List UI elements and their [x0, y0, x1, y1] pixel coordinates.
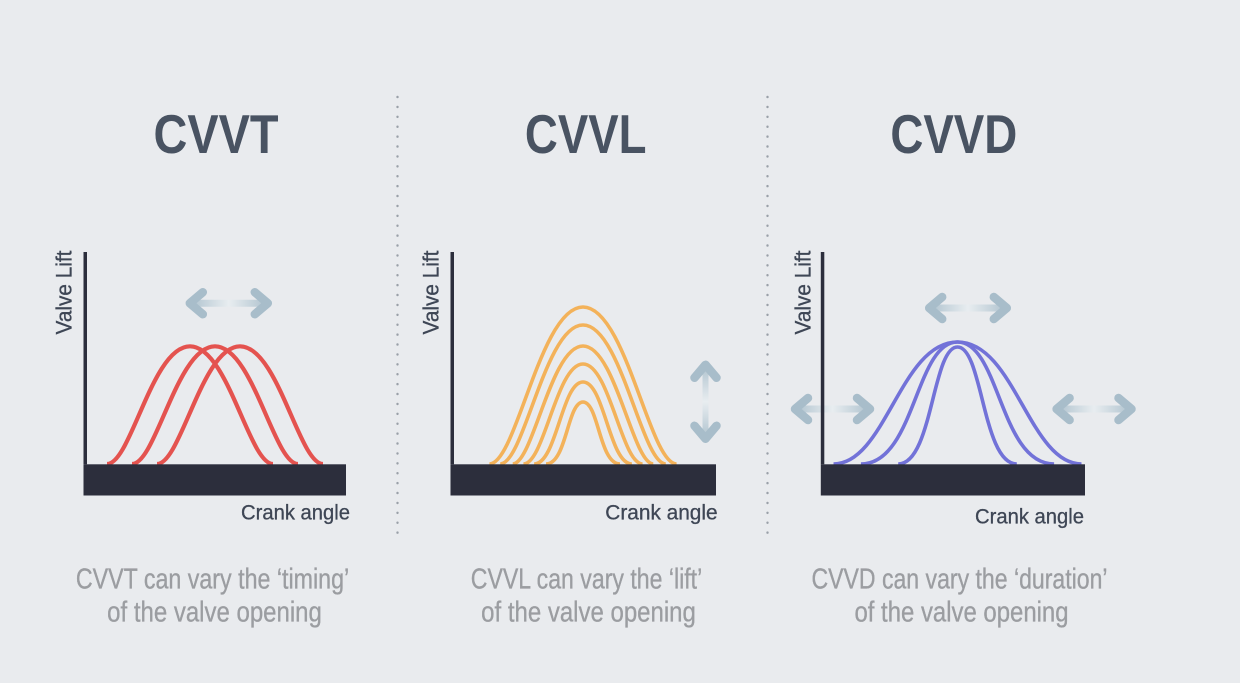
svg-text:CVVL: CVVL [525, 103, 647, 165]
svg-text:Valve Lift: Valve Lift [419, 251, 444, 335]
svg-text:Crank angle: Crank angle [605, 501, 717, 524]
svg-text:of the valve opening: of the valve opening [107, 596, 322, 629]
svg-text:of the valve opening: of the valve opening [481, 596, 696, 629]
svg-text:CVVT: CVVT [154, 104, 279, 165]
svg-text:CVVD: CVVD [890, 103, 1017, 165]
svg-text:Valve Lift: Valve Lift [791, 251, 816, 335]
svg-text:Crank angle: Crank angle [241, 501, 350, 525]
svg-text:Valve Lift: Valve Lift [52, 251, 77, 335]
svg-text:CVVD can vary the ‘duration’: CVVD can vary the ‘duration’ [811, 562, 1107, 595]
svg-text:CVVT can vary the ‘timing’: CVVT can vary the ‘timing’ [76, 562, 349, 595]
svg-text:CVVL can vary the ‘lift’: CVVL can vary the ‘lift’ [471, 562, 702, 595]
svg-text:Crank angle: Crank angle [975, 505, 1084, 529]
svg-text:of the valve opening: of the valve opening [854, 596, 1068, 629]
